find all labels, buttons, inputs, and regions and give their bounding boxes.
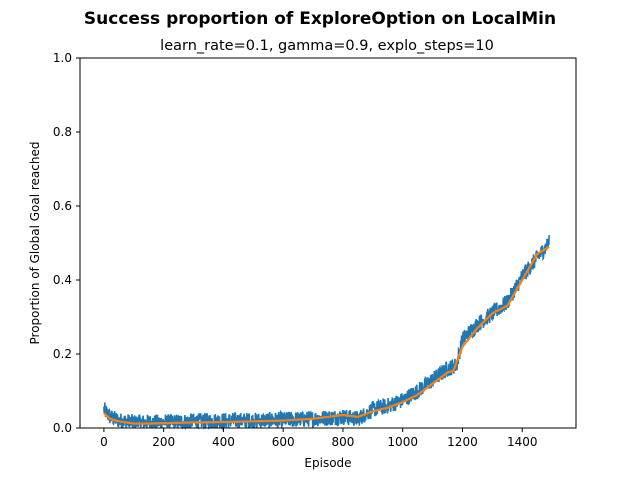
- y-tick-label: 0.2: [53, 347, 72, 361]
- x-tick-label: 1000: [387, 435, 418, 449]
- series-layer: [103, 235, 550, 431]
- x-tick-label: 1400: [507, 435, 538, 449]
- series-line-smoothed: [103, 245, 550, 425]
- chart-title: Success proportion of ExploreOption on L…: [84, 9, 556, 29]
- x-axis: 0 200 400 600 800 1000 1200 1400: [100, 428, 537, 449]
- x-tick-label: 600: [272, 435, 295, 449]
- series-line-raw: [103, 235, 550, 431]
- y-tick-label: 0.0: [53, 421, 72, 435]
- y-axis-label: Proportion of Global Goal reached: [28, 142, 42, 345]
- y-axis: 0.0 0.2 0.4 0.6 0.8 1.0: [53, 51, 80, 435]
- x-tick-label: 200: [152, 435, 175, 449]
- y-tick-label: 0.8: [53, 125, 72, 139]
- chart-subtitle: learn_rate=0.1, gamma=0.9, explo_steps=1…: [160, 38, 494, 54]
- x-tick-label: 0: [100, 435, 108, 449]
- x-tick-label: 800: [331, 435, 354, 449]
- y-tick-label: 1.0: [53, 51, 72, 65]
- y-tick-label: 0.4: [53, 273, 72, 287]
- x-tick-label: 400: [212, 435, 235, 449]
- plot-frame: [79, 57, 577, 429]
- x-tick-label: 1200: [447, 435, 478, 449]
- x-axis-label: Episode: [304, 456, 351, 470]
- y-tick-label: 0.6: [53, 199, 72, 213]
